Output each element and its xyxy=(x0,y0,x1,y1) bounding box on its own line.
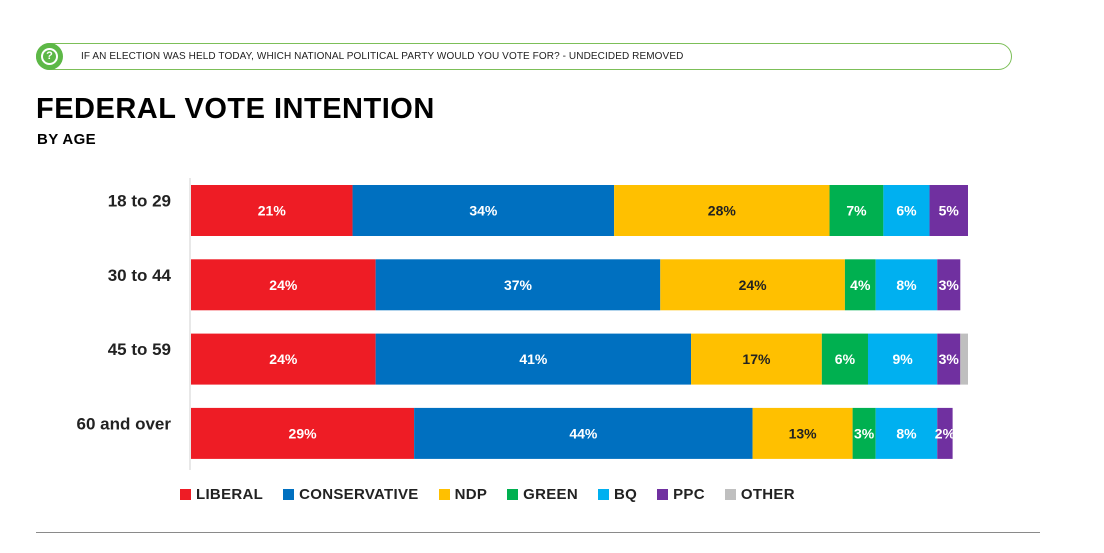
data-label: 41% xyxy=(519,351,548,367)
data-label: 24% xyxy=(739,277,768,293)
legend-item-ndp: NDP xyxy=(438,486,488,503)
data-label: 3% xyxy=(939,277,960,293)
legend-swatch xyxy=(598,489,609,500)
data-label: 3% xyxy=(939,351,960,367)
legend-item-bq: BQ xyxy=(598,486,637,503)
data-label: 44% xyxy=(569,425,598,441)
bar-segment-bq xyxy=(875,407,938,459)
legend-label: GREEN xyxy=(523,486,578,503)
data-label: 8% xyxy=(896,425,917,441)
legend-item-green: GREEN xyxy=(507,486,578,503)
bar-segment-conservative xyxy=(375,333,692,385)
bar-segment-ppc xyxy=(937,407,953,459)
bar-segment-other xyxy=(960,333,968,385)
data-label: 37% xyxy=(504,277,533,293)
bar-segment-ndp xyxy=(752,407,853,459)
legend-label: OTHER xyxy=(740,486,795,503)
legend-item-conservative: CONSERVATIVE xyxy=(283,486,418,503)
category-label: 30 to 44 xyxy=(108,266,172,285)
data-label: 9% xyxy=(892,351,913,367)
legend-swatch xyxy=(180,489,191,500)
data-label: 17% xyxy=(742,351,771,367)
legend-item-other: OTHER xyxy=(724,486,795,503)
chart-subtitle: BY AGE xyxy=(37,131,97,148)
data-label: 29% xyxy=(289,425,318,441)
bar-segment-liberal xyxy=(191,407,415,459)
bar-segment-bq xyxy=(883,185,930,236)
bar-segment-conservative xyxy=(375,259,661,311)
bottom-divider xyxy=(36,532,1040,533)
bar-segment-green xyxy=(852,407,876,459)
data-label: 28% xyxy=(708,203,737,219)
bar-segment-ppc xyxy=(929,185,968,236)
legend-swatch xyxy=(283,489,295,500)
question-circle-icon: ? xyxy=(36,43,63,70)
legend-swatch xyxy=(438,489,450,500)
data-label: 8% xyxy=(896,277,917,293)
data-label: 13% xyxy=(789,425,818,441)
legend-label: BQ xyxy=(614,486,638,503)
legend-swatch xyxy=(657,489,669,500)
bar-segment-conservative xyxy=(414,407,753,459)
category-label: 18 to 29 xyxy=(108,192,171,211)
bar-segment-green xyxy=(844,259,876,311)
legend-label: PPC xyxy=(673,486,705,503)
data-label: 6% xyxy=(835,351,856,367)
question-banner: ? IF AN ELECTION WAS HELD TODAY, WHICH N… xyxy=(36,43,1012,70)
bar-segment-ppc xyxy=(937,259,961,311)
bar-segment-liberal xyxy=(191,333,376,385)
bar-segment-conservative xyxy=(352,185,615,236)
data-label: 5% xyxy=(939,203,960,219)
bar-segment-liberal xyxy=(191,259,376,311)
legend-item-ppc: PPC xyxy=(657,486,705,503)
bar-segment-ndp xyxy=(614,185,830,236)
data-label: 3% xyxy=(854,425,875,441)
bar-segment-liberal xyxy=(191,185,353,236)
data-label: 24% xyxy=(269,277,298,293)
data-label: 6% xyxy=(896,203,917,219)
legend-label: NDP xyxy=(454,486,488,503)
legend-label: LIBERAL xyxy=(196,486,264,503)
bar-segment-ndp xyxy=(660,259,845,311)
legend-item-liberal: LIBERAL xyxy=(180,486,263,503)
legend-swatch xyxy=(724,489,736,500)
bar-segment-ppc xyxy=(937,333,961,385)
data-label: 34% xyxy=(469,203,498,219)
data-label: 21% xyxy=(258,203,287,219)
bar-segment-bq xyxy=(867,333,938,385)
legend-swatch xyxy=(507,489,519,500)
data-label: 7% xyxy=(846,203,867,219)
bar-segment-bq xyxy=(875,259,938,311)
chart-title: FEDERAL VOTE INTENTION xyxy=(36,93,435,125)
data-label: 4% xyxy=(850,277,871,293)
question-text: IF AN ELECTION WAS HELD TODAY, WHICH NAT… xyxy=(81,51,684,62)
bar-segment-green xyxy=(821,333,868,385)
chart-legend: LIBERAL CONSERVATIVE NDP GREEN BQ PPC OTHER xyxy=(180,486,815,503)
category-label: 45 to 59 xyxy=(108,340,171,359)
bar-segment-ndp xyxy=(691,333,822,385)
data-label: 2% xyxy=(935,425,956,441)
category-label: 60 and over xyxy=(77,414,172,433)
data-label: 24% xyxy=(269,351,298,367)
legend-label: CONSERVATIVE xyxy=(299,486,419,503)
bar-segment-green xyxy=(829,185,884,236)
